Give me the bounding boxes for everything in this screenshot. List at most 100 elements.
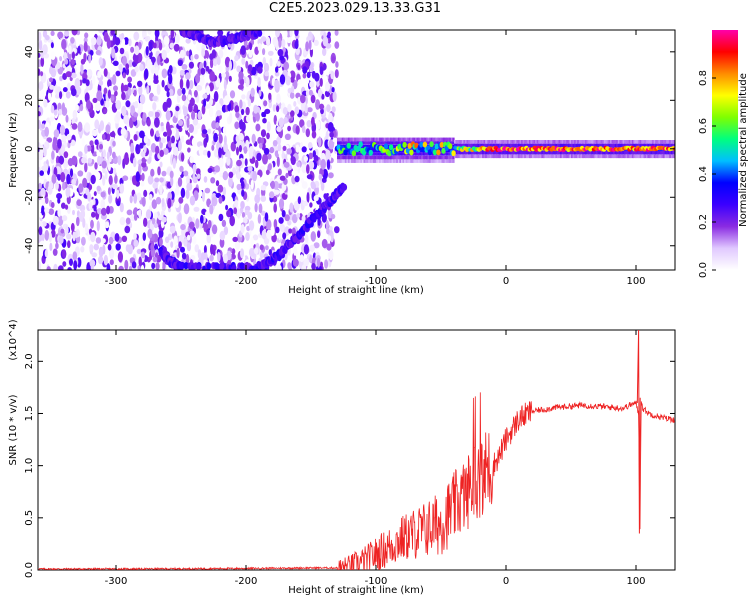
spectrogram-noise-cell: [38, 261, 42, 270]
colorbar-ticks: 0.00.20.40.60.8: [698, 70, 716, 278]
spectrogram-noise-cell: [119, 217, 126, 226]
colorbar-tick-label: 0.0: [698, 262, 709, 278]
spectrogram-noise-cell: [253, 104, 259, 114]
spectrogram-noise-cell: [71, 155, 78, 166]
spectrogram-signal-halo-cell: [667, 140, 670, 144]
spectrogram-signal-halo-cell: [447, 148, 450, 152]
spectrogram-signal-halo-cell: [360, 152, 363, 156]
spectrogram-noise-cell: [80, 209, 86, 219]
spectrogram-noise-cell: [198, 145, 204, 156]
spectrogram-noise-cell: [119, 202, 124, 213]
spectrogram-signal-halo-cell: [372, 137, 376, 142]
spectrogram-noise-cell: [263, 62, 270, 73]
spectrogram-noise-cell: [294, 175, 300, 183]
spectrogram-noise-cell: [127, 87, 132, 96]
spectrogram-signal-cell: [414, 142, 419, 149]
spectrogram-signal-halo-cell: [510, 143, 513, 148]
spectrogram-signal-halo-cell: [561, 143, 564, 148]
spectrogram-noise-cell: [205, 103, 211, 109]
spectrogram-noise-cell: [116, 111, 121, 121]
spectrogram-signal-halo-cell: [427, 137, 430, 142]
spectrogram-signal-halo-cell: [482, 143, 485, 148]
spectrogram-noise-cell: [202, 149, 209, 156]
snr-line-layer: [38, 330, 675, 570]
spectrogram-signal-halo-cell: [382, 141, 385, 145]
spectrogram-signal-halo-cell: [667, 150, 670, 155]
spectrogram-noise-cell: [289, 92, 295, 99]
spectrogram-signal-halo-cell: [474, 140, 477, 144]
spectrogram-noise-cell: [148, 150, 153, 158]
spectrogram-noise-cell: [123, 155, 130, 166]
spectrogram-noise-cell: [255, 123, 261, 132]
spectrogram-signal-halo-cell: [600, 150, 603, 155]
spectrogram-signal-halo-cell: [583, 140, 586, 144]
spectrogram-signal-halo-cell: [425, 152, 429, 156]
spectrogram-noise-cell: [50, 30, 55, 36]
spectrogram-signal-halo-cell: [416, 152, 419, 156]
spectrogram-signal-halo-cell: [663, 154, 666, 159]
spectrogram-noise-cell: [317, 257, 321, 268]
spectrogram-noise-cell: [293, 246, 297, 256]
spectrogram-signal-halo-cell: [401, 152, 404, 156]
spectrogram-noise-cell: [281, 210, 286, 218]
spectrogram-noise-cell: [218, 157, 224, 168]
spectrogram-signal-halo-cell: [644, 150, 647, 155]
spectrogram-noise-cell: [41, 205, 45, 216]
spectrogram-signal-halo-cell: [435, 159, 438, 163]
spectrogram-signal-halo-cell: [497, 154, 500, 159]
spectrogram-noise-cell: [265, 169, 270, 176]
spectrogram-signal-halo-cell: [555, 143, 558, 148]
spectrogram-signal-halo-cell: [513, 154, 516, 159]
spectrogram-noise-cell: [223, 79, 227, 91]
spectrogram-noise-cell: [75, 58, 81, 65]
spectrogram-signal-halo-cell: [352, 141, 355, 145]
spectrogram-signal-halo-cell: [560, 143, 563, 148]
spectrogram-signal-halo-cell: [546, 143, 549, 148]
spectrogram-signal-halo-cell: [382, 159, 385, 163]
spectrogram-signal-halo-cell: [346, 141, 349, 145]
spectrogram-signal-halo-cell: [365, 159, 368, 163]
spectrogram-noise-cell: [309, 202, 313, 208]
spectrogram-signal-halo-cell: [421, 152, 424, 156]
spectrogram-signal-halo-cell: [366, 141, 369, 145]
spectrogram-noise-cell: [177, 59, 183, 67]
spectrogram-lower-arc-cell: [183, 262, 189, 270]
spectrogram-noise-cell: [207, 128, 212, 134]
spectrogram-noise-cell: [335, 61, 339, 68]
spectrogram-signal-halo-cell: [419, 137, 422, 142]
spectrogram-x-tick-label: 0: [503, 276, 509, 287]
snr-y-tick-label: 0.5: [24, 510, 35, 526]
snr-plot: -300 -200 -100 0 100 0.00.51.01.52.0 Height …: [8, 319, 676, 596]
spectrogram-signal-halo-cell: [625, 154, 628, 159]
spectrogram-noise-cell: [92, 75, 96, 86]
spectrogram-noise-cell: [112, 140, 116, 147]
spectrogram-signal-halo-cell: [479, 150, 482, 155]
spectrogram-signal-halo-cell: [347, 137, 351, 142]
spectrogram-signal-halo-cell: [444, 159, 447, 163]
spectrogram-signal-halo-cell: [463, 143, 466, 148]
spectrogram-signal-cell: [436, 149, 441, 156]
spectrogram-noise-cell: [223, 226, 229, 236]
spectrogram-noise-cell: [86, 69, 93, 78]
spectrogram-signal-halo-cell: [486, 154, 489, 159]
spectrogram-noise-cell: [49, 77, 53, 83]
spectrogram-noise-cell: [100, 191, 106, 198]
spectrogram-signal-halo-cell: [379, 137, 382, 142]
spectrogram-noise-cell: [150, 143, 157, 153]
spectrogram-noise-cell: [127, 244, 133, 255]
spectrogram-signal-halo-cell: [635, 143, 638, 148]
spectrogram-noise-cell: [135, 171, 140, 183]
spectrogram-noise-cell: [47, 91, 52, 101]
spectrogram-noise-cell: [260, 195, 267, 202]
colorbar-gradient: [712, 30, 738, 270]
spectrogram-signal-halo-cell: [441, 137, 444, 142]
spectrogram-noise-cell: [38, 111, 41, 117]
spectrogram-signal-halo-cell: [589, 143, 592, 148]
spectrogram-signal-halo-cell: [622, 150, 625, 155]
spectrogram-noise-cell: [203, 98, 207, 107]
spectrogram-noise-cell: [73, 260, 78, 270]
spectrogram-noise-cell: [253, 247, 259, 255]
spectrogram-signal-halo-cell: [410, 155, 413, 160]
spectrogram-noise-cell: [47, 174, 53, 183]
spectrogram-signal-halo-cell: [535, 150, 538, 155]
